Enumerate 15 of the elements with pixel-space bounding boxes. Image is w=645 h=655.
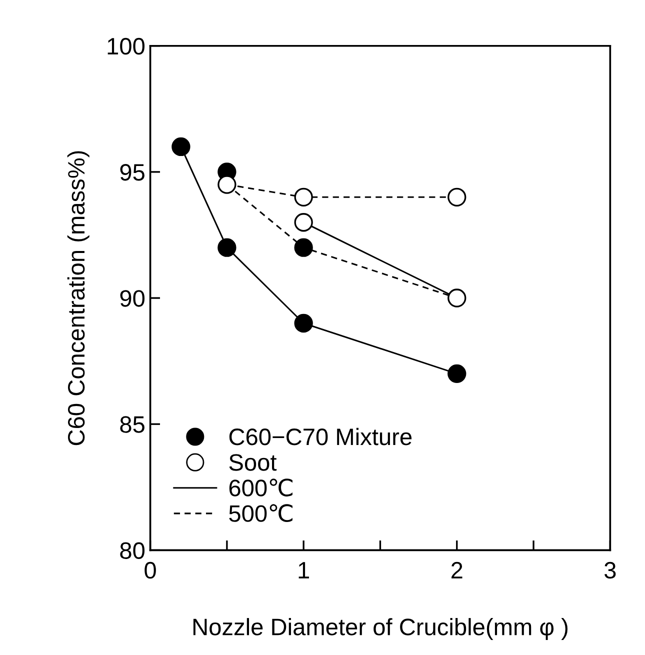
- y-tick-label: 85: [120, 416, 144, 433]
- y-tick-label: 80: [120, 542, 145, 559]
- x-tick-label: 0: [144, 562, 156, 579]
- legend-label: C60−C70 Mixture: [229, 428, 412, 446]
- x-tick-label: 3: [604, 562, 616, 579]
- y-axis-title: C60 Concentration (mass%): [67, 151, 90, 446]
- x-tick-label: 1: [298, 562, 309, 578]
- y-tick-label: 95: [120, 164, 144, 181]
- x-tick-label: 2: [452, 562, 462, 578]
- legend-label: 600℃: [229, 478, 292, 496]
- y-tick-label: 100: [108, 38, 145, 55]
- legend-label: 500℃: [229, 504, 292, 522]
- x-axis-title: Nozzle Diameter of Crucible(mm φ ): [193, 618, 568, 640]
- y-tick-label: 90: [120, 290, 145, 307]
- legend-label: Soot: [229, 454, 277, 471]
